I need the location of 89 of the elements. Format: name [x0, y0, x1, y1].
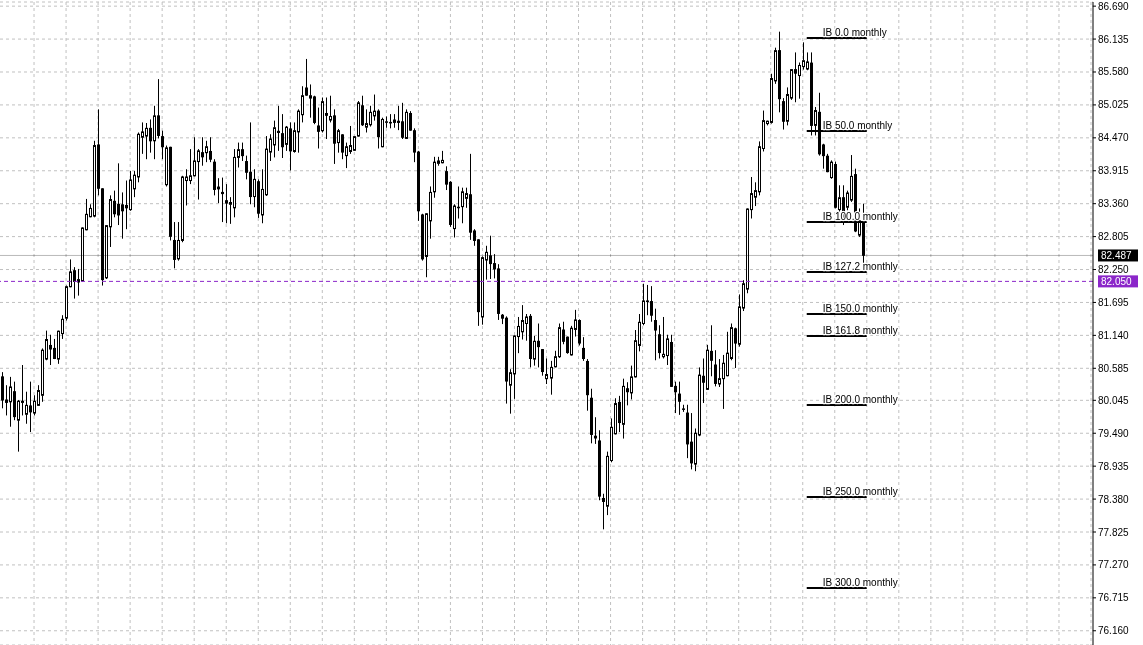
- ref-line-label: 82.050: [1101, 275, 1133, 287]
- candlestick: [369, 105, 372, 128]
- ref-line-label: 82.487: [1101, 249, 1133, 261]
- y-tick-label: 81.695: [1098, 296, 1130, 308]
- candlestick: [794, 51, 797, 103]
- candlestick: [145, 122, 148, 160]
- candlestick: [189, 148, 192, 185]
- y-tick-label: 79.490: [1098, 427, 1130, 439]
- candlestick: [798, 62, 801, 100]
- candlestick: [349, 125, 352, 155]
- candlestick: [658, 324, 661, 359]
- annotation: IB 300.0 monthly: [822, 577, 898, 588]
- candlestick: [521, 304, 524, 341]
- y-tick-label: 82.805: [1098, 231, 1130, 243]
- candlestick: [281, 113, 284, 159]
- annotation: IB 161.8 monthly: [822, 325, 898, 336]
- candlestick: [209, 136, 212, 163]
- candlestick: [73, 266, 76, 300]
- annotation: IB 0.0 monthly: [822, 27, 887, 38]
- candlestick: [537, 323, 540, 368]
- candlestick: [690, 412, 693, 470]
- candlestick: [225, 183, 228, 224]
- candlestick: [782, 97, 785, 131]
- candlestick: [125, 180, 128, 230]
- candlestick: [277, 105, 280, 152]
- candlestick: [121, 191, 124, 240]
- candlestick: [221, 177, 224, 223]
- candlestick: [325, 97, 328, 140]
- candlestick: [201, 136, 204, 167]
- y-tick-label: 80.585: [1098, 362, 1130, 374]
- y-tick-label: 80.045: [1098, 394, 1130, 406]
- candlestick: [289, 121, 292, 171]
- candlestick: [461, 187, 464, 224]
- candlestick: [578, 318, 581, 346]
- y-tick-label: 86.135: [1098, 33, 1130, 45]
- candlestick: [241, 142, 244, 162]
- candlestick: [726, 331, 729, 377]
- candlestick: [149, 118, 152, 154]
- annotation: IB 50.0 monthly: [822, 120, 893, 131]
- candlestick: [545, 358, 548, 385]
- y-tick-label: 82.250: [1098, 264, 1130, 276]
- candlestick: [722, 354, 725, 410]
- candlestick: [718, 358, 721, 388]
- candlestick: [489, 235, 492, 280]
- candlestick: [541, 348, 544, 377]
- y-tick-label: 85.025: [1098, 99, 1130, 111]
- candlestick: [1, 371, 4, 409]
- y-tick-label: 78.380: [1098, 493, 1130, 505]
- annotation: IB 150.0 monthly: [822, 303, 898, 314]
- y-tick-label: 86.690: [1098, 0, 1130, 12]
- y-tick-label: 83.360: [1098, 198, 1130, 210]
- y-tick-label: 76.715: [1098, 592, 1130, 604]
- candlestick: [650, 285, 653, 323]
- candlestick: [49, 334, 52, 366]
- candlestick: [582, 336, 585, 362]
- candlestick: [714, 349, 717, 387]
- y-tick-label: 83.915: [1098, 165, 1130, 177]
- candlestick: [161, 130, 164, 160]
- candlestick: [341, 133, 344, 160]
- candlestick: [654, 308, 657, 361]
- y-tick-label: 77.270: [1098, 559, 1130, 571]
- candlestick: [285, 125, 288, 152]
- candlestick: [309, 83, 312, 119]
- candlestick: [33, 394, 36, 416]
- y-tick-label: 78.935: [1098, 460, 1130, 472]
- candlestick: [173, 221, 176, 269]
- candlestick: [205, 140, 208, 163]
- y-tick-label: 81.140: [1098, 329, 1130, 341]
- y-tick-label: 76.160: [1098, 625, 1130, 637]
- annotation: IB 127.2 monthly: [822, 261, 898, 272]
- candlestick: [25, 391, 28, 425]
- y-tick-label: 85.580: [1098, 66, 1130, 78]
- candlestick: [9, 376, 12, 428]
- candlestick: [29, 381, 32, 433]
- candlestick: [550, 360, 553, 396]
- candlestick: [365, 108, 368, 133]
- candlestick: [594, 416, 597, 445]
- candlestick: [662, 316, 665, 359]
- candlestick: [678, 381, 681, 416]
- candlestick: [197, 148, 200, 201]
- candlestick: [401, 102, 404, 140]
- candlestick: [273, 120, 276, 158]
- candlestick: [193, 136, 196, 177]
- annotation: IB 250.0 monthly: [822, 486, 898, 497]
- y-tick-label: 84.470: [1098, 132, 1130, 144]
- y-tick-label: 77.825: [1098, 526, 1130, 538]
- annotation: IB 200.0 monthly: [822, 394, 898, 405]
- candlestick: [157, 78, 160, 139]
- candlestick: [117, 162, 120, 226]
